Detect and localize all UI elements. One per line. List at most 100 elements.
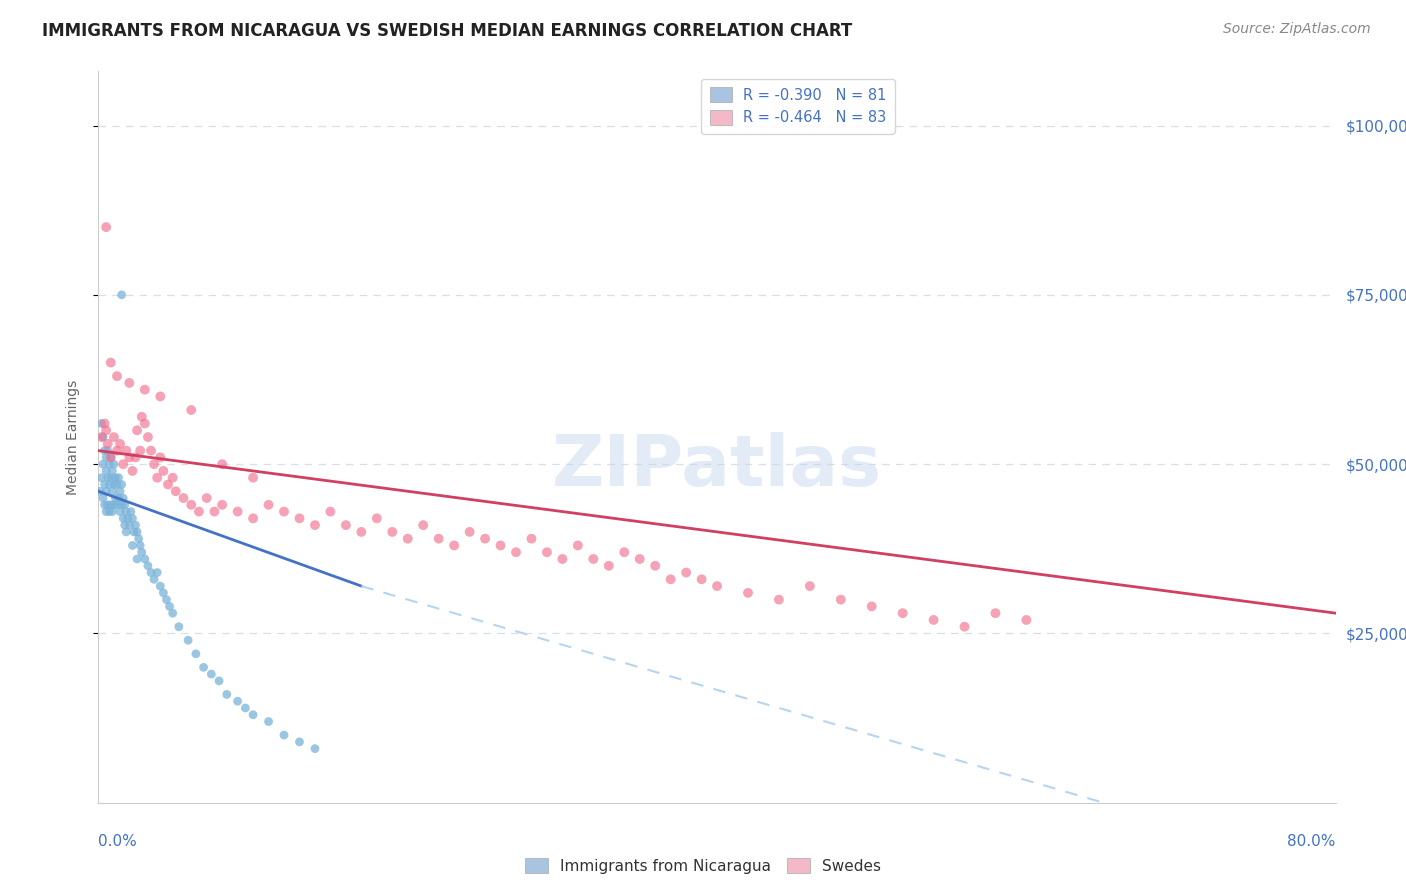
Point xyxy=(211,457,233,471)
Point xyxy=(127,524,149,539)
Point xyxy=(319,505,342,519)
Point xyxy=(159,599,181,614)
Point xyxy=(706,579,728,593)
Point xyxy=(127,552,149,566)
Point xyxy=(208,673,231,688)
Point xyxy=(96,423,118,437)
Point xyxy=(520,532,543,546)
Point xyxy=(149,450,172,465)
Point xyxy=(242,471,264,485)
Text: Source: ZipAtlas.com: Source: ZipAtlas.com xyxy=(1223,22,1371,37)
Point xyxy=(675,566,697,580)
Point xyxy=(90,417,112,431)
Point xyxy=(103,430,125,444)
Point xyxy=(121,464,143,478)
Point xyxy=(122,524,145,539)
Point xyxy=(922,613,945,627)
Text: ZIPatlas: ZIPatlas xyxy=(553,432,882,500)
Point xyxy=(108,437,131,451)
Point xyxy=(146,471,169,485)
Point xyxy=(97,471,120,485)
Point xyxy=(235,701,257,715)
Point xyxy=(768,592,790,607)
Point xyxy=(114,518,136,533)
Point xyxy=(105,498,128,512)
Point xyxy=(115,524,138,539)
Point xyxy=(427,532,450,546)
Point xyxy=(90,471,112,485)
Point xyxy=(200,667,222,681)
Point xyxy=(100,471,122,485)
Point xyxy=(136,430,159,444)
Point xyxy=(104,491,127,505)
Point xyxy=(129,443,152,458)
Point xyxy=(98,457,121,471)
Point xyxy=(173,491,195,505)
Point xyxy=(103,457,125,471)
Point xyxy=(474,532,496,546)
Point xyxy=(96,220,118,235)
Point xyxy=(184,647,207,661)
Point xyxy=(111,498,134,512)
Point xyxy=(108,505,131,519)
Point xyxy=(107,491,129,505)
Point xyxy=(613,545,636,559)
Point xyxy=(93,417,115,431)
Point xyxy=(799,579,821,593)
Point xyxy=(953,620,976,634)
Point xyxy=(100,355,122,369)
Point xyxy=(100,450,122,465)
Point xyxy=(288,511,311,525)
Point xyxy=(162,606,184,620)
Point xyxy=(128,532,150,546)
Point xyxy=(257,498,280,512)
Point xyxy=(111,288,134,302)
Point xyxy=(489,538,512,552)
Point xyxy=(659,572,682,586)
Point xyxy=(167,620,190,634)
Point xyxy=(100,498,122,512)
Point xyxy=(628,552,651,566)
Point xyxy=(93,443,115,458)
Point xyxy=(129,538,152,552)
Point xyxy=(211,498,233,512)
Point xyxy=(257,714,280,729)
Text: 0.0%: 0.0% xyxy=(98,834,138,849)
Point xyxy=(118,450,141,465)
Point xyxy=(118,376,141,390)
Point xyxy=(117,511,139,525)
Point xyxy=(127,423,149,437)
Point xyxy=(891,606,914,620)
Point xyxy=(443,538,465,552)
Point xyxy=(830,592,852,607)
Point xyxy=(984,606,1007,620)
Point xyxy=(860,599,883,614)
Point xyxy=(112,511,135,525)
Point xyxy=(180,498,202,512)
Legend: Immigrants from Nicaragua, Swedes: Immigrants from Nicaragua, Swedes xyxy=(519,852,887,880)
Point xyxy=(105,443,128,458)
Point xyxy=(91,457,114,471)
Point xyxy=(134,417,156,431)
Point xyxy=(124,518,146,533)
Point xyxy=(118,518,141,533)
Point xyxy=(335,518,357,533)
Point xyxy=(124,450,146,465)
Point xyxy=(101,484,124,499)
Point xyxy=(458,524,481,539)
Point xyxy=(104,471,127,485)
Point xyxy=(273,728,295,742)
Point xyxy=(101,464,124,478)
Point xyxy=(98,477,121,491)
Point xyxy=(105,369,128,384)
Point xyxy=(134,383,156,397)
Point xyxy=(139,443,162,458)
Point xyxy=(273,505,295,519)
Point xyxy=(690,572,713,586)
Legend: R = -0.390   N = 81, R = -0.464   N = 83: R = -0.390 N = 81, R = -0.464 N = 83 xyxy=(702,78,896,134)
Point xyxy=(737,586,759,600)
Point xyxy=(139,566,162,580)
Point xyxy=(103,498,125,512)
Point xyxy=(536,545,558,559)
Point xyxy=(152,464,174,478)
